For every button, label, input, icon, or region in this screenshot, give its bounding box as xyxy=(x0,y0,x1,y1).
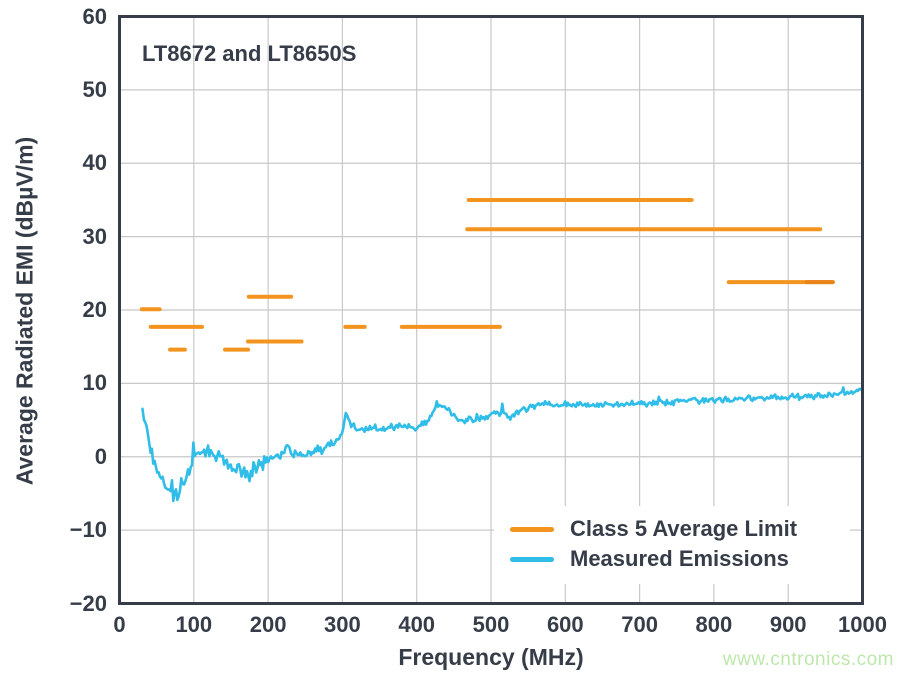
x-tick-label: 800 xyxy=(695,612,733,637)
x-tick-label: 1000 xyxy=(838,612,887,637)
y-tick-label: −20 xyxy=(69,590,107,616)
y-tick-label: 50 xyxy=(82,76,107,102)
x-tick-label: 300 xyxy=(324,612,361,637)
x-tick-label: 400 xyxy=(398,612,436,637)
watermark: www.cntronics.com xyxy=(722,649,894,670)
legend-entry: Class 5 Average Limit xyxy=(510,515,850,543)
x-tick-label: 0 xyxy=(113,612,126,637)
x-tick-label: 600 xyxy=(546,612,584,637)
y-tick-label: 30 xyxy=(82,223,107,249)
x-tick-label: 700 xyxy=(621,612,658,637)
x-tick-label: 200 xyxy=(249,612,287,637)
y-tick-label: 20 xyxy=(82,297,107,322)
legend-label: Class 5 Average Limit xyxy=(570,516,798,541)
y-axis-label: Average Radiated EMI (dBµV/m) xyxy=(11,136,38,486)
legend-label: Measured Emissions xyxy=(570,546,789,571)
x-tick-label: 100 xyxy=(175,612,213,637)
measured-emissions-line xyxy=(141,386,864,503)
legend: Class 5 Average Limit Measured Emissions xyxy=(494,506,850,584)
x-tick-label: 900 xyxy=(769,612,807,637)
chart-annotation-title: LT8672 and LT8650S xyxy=(142,41,357,66)
y-tick-label: −10 xyxy=(69,517,107,543)
legend-entry: Measured Emissions xyxy=(510,545,850,573)
legend-swatch-icon xyxy=(510,556,554,562)
x-tick-label: 500 xyxy=(472,612,510,637)
y-tick-label: 10 xyxy=(82,370,107,396)
y-tick-label: 40 xyxy=(82,150,107,176)
legend-swatch-icon xyxy=(510,526,554,532)
y-tick-label: 0 xyxy=(94,443,107,469)
y-tick-label: 60 xyxy=(82,3,107,29)
x-axis-label: Frequency (MHz) xyxy=(398,644,584,670)
plot-frame xyxy=(118,15,864,605)
